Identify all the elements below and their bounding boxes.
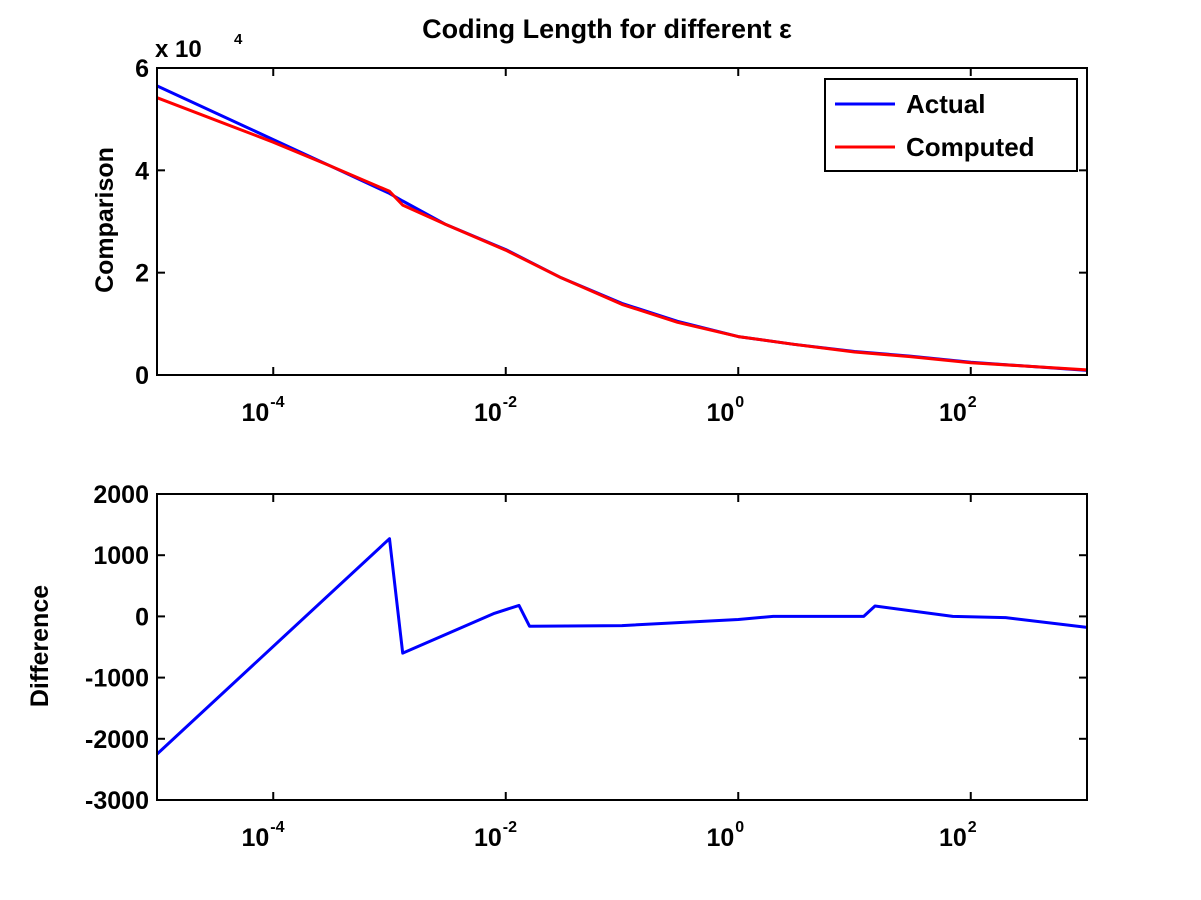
x-tick-label: 10 <box>241 399 269 427</box>
legend: Actual Computed <box>824 78 1078 172</box>
axes-box <box>156 67 1088 376</box>
y-axis-label: Difference <box>26 585 54 707</box>
difference-chart: Difference 10 -4 10 -2 10 0 10 2200010000-1000-… <box>26 481 1088 852</box>
series-line-computed <box>156 96 1088 372</box>
multiplier-exponent: 4 <box>234 31 243 48</box>
x-tick-exponent: -4 <box>270 819 284 836</box>
axes-box <box>156 493 1088 801</box>
y-tick-label: 6 <box>135 55 149 83</box>
y-axis-multiplier: x 10 4 <box>155 31 243 63</box>
chart-title: Coding Length for different ε <box>422 14 792 44</box>
x-tick-label: 10 <box>939 399 967 427</box>
x-tick-exponent: -2 <box>503 819 517 836</box>
x-tick-label: 10 <box>706 824 734 852</box>
multiplier-base: x 10 <box>155 36 202 63</box>
x-tick-exponent: 2 <box>968 819 977 836</box>
x-tick-exponent: -2 <box>503 394 517 411</box>
x-tick-label: 10 <box>241 824 269 852</box>
series-line <box>155 537 1088 756</box>
y-tick-label: 0 <box>135 603 149 631</box>
x-tick-label: 10 <box>474 824 502 852</box>
series-group <box>156 84 1088 372</box>
legend-box <box>824 78 1078 172</box>
series-group <box>155 537 1088 756</box>
y-tick-label: 2 <box>135 260 149 288</box>
legend-label-actual: Actual <box>906 89 985 119</box>
y-tick-label: -1000 <box>85 665 149 693</box>
y-tick-label: 2000 <box>93 481 149 509</box>
x-tick-exponent: 0 <box>735 819 744 836</box>
y-tick-label: -2000 <box>85 726 149 754</box>
comparison-chart: Coding Length for different ε x 10 4 Com… <box>91 14 1088 427</box>
x-tick-label: 10 <box>939 824 967 852</box>
y-tick-label: -3000 <box>85 787 149 815</box>
y-tick-label: 4 <box>135 157 149 185</box>
x-tick-exponent: 0 <box>735 394 744 411</box>
y-axis-label: Comparison <box>91 147 119 293</box>
y-tick-label: 1000 <box>93 542 149 570</box>
x-tick-exponent: 2 <box>968 394 977 411</box>
x-tick-label: 10 <box>706 399 734 427</box>
y-tick-label: 0 <box>135 362 149 390</box>
x-tick-exponent: -4 <box>270 394 284 411</box>
legend-label-computed: Computed <box>906 132 1035 162</box>
x-tick-label: 10 <box>474 399 502 427</box>
